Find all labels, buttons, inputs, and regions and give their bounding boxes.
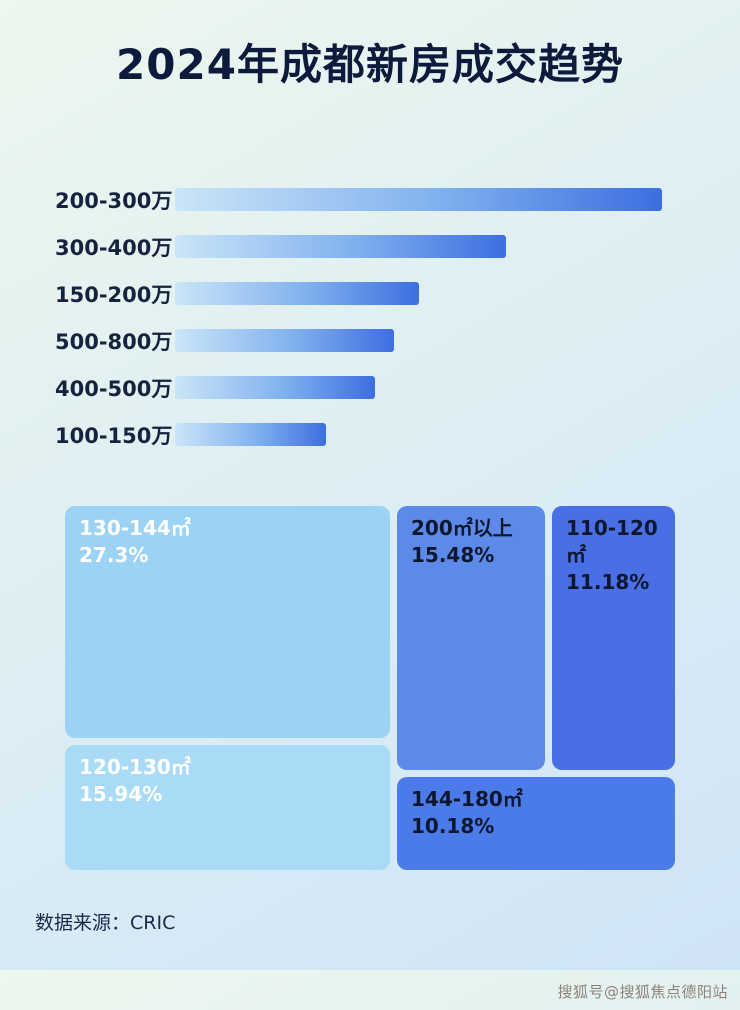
- bar: [175, 376, 375, 400]
- treemap-box-200-plus: 200㎡以上 15.48%: [397, 506, 545, 771]
- treemap-box-120-130: 120-130㎡ 15.94%: [65, 745, 390, 871]
- bar-track: [175, 376, 662, 400]
- bar: [175, 188, 662, 212]
- bar-track: [175, 423, 662, 447]
- treemap-box-value: 15.48%: [411, 543, 495, 568]
- treemap-box-110-120: 110-120㎡ 11.18%: [552, 506, 675, 771]
- treemap-box-value: 11.18%: [566, 570, 650, 595]
- treemap-box-label: 120-130㎡: [79, 755, 191, 780]
- bar-row: 200-300万: [55, 176, 685, 223]
- bar: [175, 423, 326, 447]
- data-source-note: 数据来源：CRIC: [35, 912, 176, 935]
- bar-row: 100-150万: [55, 411, 685, 458]
- bar-track: [175, 282, 662, 306]
- bar-rows: 200-300万 300-400万 150-200万 500-800万 400-500万…: [55, 176, 685, 458]
- infographic-page: 2024年成都新房成交趋势 200-300万 300-400万 150-200万 50…: [0, 40, 740, 1010]
- bar: [175, 329, 395, 353]
- bar-category-label: 200-300万: [55, 188, 173, 213]
- bar-row: 300-400万: [55, 223, 685, 270]
- treemap-box-144-180: 144-180㎡ 10.18%: [397, 777, 675, 871]
- treemap-box-label: 144-180㎡: [411, 787, 523, 812]
- bar-category-label: 500-800万: [55, 329, 173, 354]
- bar-track: [175, 329, 662, 353]
- bar-track: [175, 188, 662, 212]
- bar-category-label: 400-500万: [55, 376, 173, 401]
- price-range-bar-chart: 200-300万 300-400万 150-200万 500-800万 400-500万…: [0, 176, 740, 458]
- bar-row: 150-200万: [55, 270, 685, 317]
- bar: [175, 282, 419, 306]
- bar-category-label: 300-400万: [55, 235, 173, 260]
- bar-category-label: 150-200万: [55, 282, 173, 307]
- bar: [175, 235, 507, 259]
- bar-track: [175, 235, 662, 259]
- treemap-box-130-144: 130-144㎡ 27.3%: [65, 506, 390, 739]
- area-share-treemap: 130-144㎡ 27.3% 200㎡以上 15.48% 110-120㎡ 11…: [65, 506, 675, 871]
- treemap-box-value: 27.3%: [79, 543, 149, 568]
- treemap-box-label: 110-120㎡: [566, 516, 658, 568]
- page-title: 2024年成都新房成交趋势: [116, 40, 624, 89]
- bar-row: 400-500万: [55, 364, 685, 411]
- treemap-box-label: 130-144㎡: [79, 516, 191, 541]
- treemap-box-value: 15.94%: [79, 782, 163, 807]
- bar-category-label: 100-150万: [55, 423, 173, 448]
- treemap-box-label: 200㎡以上: [411, 516, 513, 541]
- treemap-box-value: 10.18%: [411, 814, 495, 839]
- watermark: 搜狐号@搜狐焦点德阳站: [557, 983, 728, 1001]
- bar-row: 500-800万: [55, 317, 685, 364]
